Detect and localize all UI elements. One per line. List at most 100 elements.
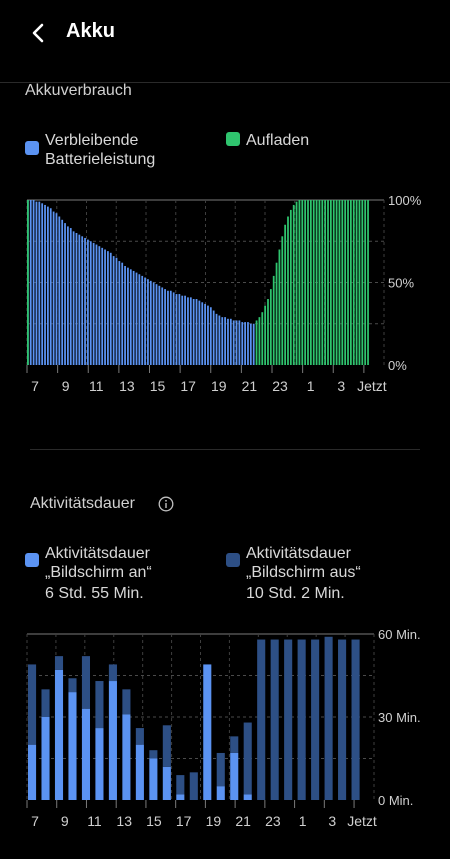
charging-bar [309, 200, 312, 365]
x-tick-label: 17 [176, 813, 192, 829]
battery-bar [227, 318, 229, 365]
screen-off-bar [81, 656, 91, 709]
battery-bar [247, 322, 249, 365]
screen-on-bar [203, 664, 212, 800]
x-tick-label: 7 [31, 813, 39, 829]
battery-bar [49, 208, 52, 365]
battery-bar [221, 317, 224, 365]
battery-bar [87, 239, 89, 365]
battery-bar [109, 252, 112, 365]
battery-bar [201, 302, 204, 365]
page-title: Akku [66, 20, 115, 42]
battery-bar [124, 266, 126, 365]
charging-bar [284, 224, 287, 365]
battery-bar [252, 323, 255, 365]
screen-off-bar [243, 722, 252, 795]
y-tick-label: 50% [388, 276, 414, 291]
charging-bar [352, 200, 355, 365]
battery-bar [161, 287, 164, 365]
battery-bar [92, 242, 95, 365]
x-tick-label: 17 [180, 378, 196, 394]
screen-off-bar [135, 728, 144, 745]
battery-usage-title: Akkuverbrauch [25, 82, 132, 99]
charging-bar [264, 305, 267, 365]
battery-bar [141, 275, 144, 365]
battery-bar [58, 216, 61, 365]
x-tick-label: 9 [61, 813, 69, 829]
x-tick-label: 15 [150, 378, 166, 394]
battery-bar [167, 290, 169, 365]
battery-bar [224, 317, 226, 365]
battery-bar [112, 256, 115, 365]
screen-off-bar [28, 664, 37, 745]
battery-bar [135, 272, 138, 365]
screen-off-bar [284, 639, 293, 800]
charging-bar [358, 200, 361, 365]
battery-bar [104, 249, 106, 365]
screen-on-bar [54, 669, 64, 800]
battery-bar [44, 204, 46, 365]
screen-on-bar [41, 717, 50, 800]
battery-bar [178, 294, 181, 365]
battery-bar [89, 241, 92, 365]
screen-on-bar [230, 752, 239, 800]
charging-bar [341, 200, 344, 365]
charging-bar [267, 299, 269, 365]
charging-bar [289, 209, 292, 365]
battery-bar [238, 320, 241, 365]
x-tick-label: 1 [307, 378, 315, 394]
screen-off-bar [297, 639, 306, 800]
battery-bar [232, 320, 235, 365]
charging-bar [327, 200, 329, 365]
screen-on-bar [28, 744, 37, 800]
battery-bar [195, 299, 198, 365]
screen-on-bar [81, 708, 91, 800]
activity-duration-title: Aktivitätsdauer [30, 495, 135, 512]
screen-off-bar [216, 752, 225, 787]
x-tick-label: 11 [89, 378, 104, 394]
screen-on-bar [122, 714, 131, 800]
battery-bar [175, 294, 178, 365]
x-tick-label: 21 [242, 378, 258, 394]
battery-bar [155, 284, 158, 365]
battery-bar [235, 320, 238, 365]
battery-bar [187, 297, 189, 365]
battery-bar [147, 279, 149, 365]
charging-bar [261, 312, 264, 365]
battery-bar [98, 246, 101, 365]
screen-off-bar [351, 639, 360, 800]
battery-bar [47, 206, 49, 365]
screen-off-bar [68, 678, 77, 693]
battery-bar [129, 269, 132, 365]
back-button[interactable] [24, 18, 54, 48]
info-icon[interactable] [158, 496, 174, 512]
screen-off-bar [95, 681, 104, 729]
battery-bar [144, 277, 146, 365]
screen-off-bar [41, 689, 50, 717]
y-tick-label: 60 Min. [378, 627, 421, 642]
charging-bar [301, 200, 304, 365]
screen-on-bar [216, 786, 225, 800]
battery-bar [244, 322, 247, 365]
battery-bar [184, 295, 186, 365]
battery-bar [149, 280, 152, 365]
charging-bar [338, 200, 341, 365]
x-tick-label: 3 [337, 378, 345, 394]
x-tick-label: 19 [211, 378, 227, 394]
battery-bar [138, 274, 141, 365]
charging-bar [272, 275, 275, 365]
screen-off-bar [270, 639, 279, 800]
legend-screen-on: Aktivitätsdauer „Bildschirm an“ 6 Std. 5… [45, 544, 220, 603]
battery-bar [41, 203, 44, 365]
legend-swatch-charging [226, 132, 240, 146]
battery-bar [72, 231, 75, 365]
section-divider [30, 449, 420, 450]
x-tick-label: 13 [119, 378, 135, 394]
x-tick-label: 13 [116, 813, 132, 829]
legend-charging: Aufladen [246, 132, 310, 149]
y-tick-label: 0% [388, 358, 407, 373]
battery-bar [249, 323, 252, 365]
battery-bar [241, 322, 244, 365]
header-divider [0, 82, 450, 83]
charging-bar [335, 200, 338, 365]
